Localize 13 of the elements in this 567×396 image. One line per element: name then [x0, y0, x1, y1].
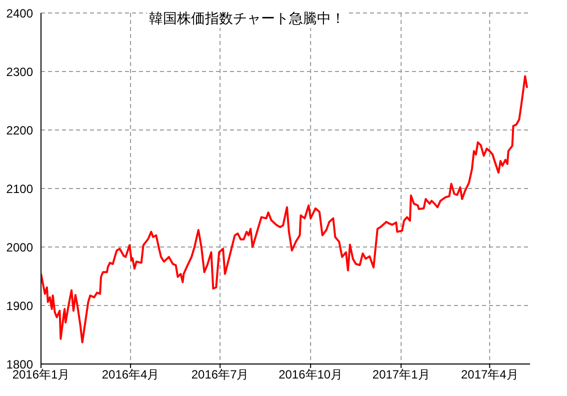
chart-title: 韓国株価指数チャート急騰中！: [147, 10, 347, 28]
y-tick-label: 2200: [6, 123, 34, 138]
y-tick-label: 1900: [6, 298, 34, 313]
x-tick-label: 2016年4月: [102, 368, 160, 382]
line-series: [41, 75, 528, 344]
y-tick-label: 2300: [6, 64, 34, 79]
x-tick-label: 2017年1月: [372, 368, 430, 382]
x-tick-label: 2016年7月: [191, 368, 249, 382]
y-tick-label: 2100: [6, 182, 34, 196]
y-tick-label: 2400: [6, 6, 34, 20]
x-tick-label: 2017年4月: [460, 368, 518, 382]
y-tick-label: 2000: [6, 240, 34, 254]
x-tick-label: 2016年10月: [278, 368, 343, 382]
